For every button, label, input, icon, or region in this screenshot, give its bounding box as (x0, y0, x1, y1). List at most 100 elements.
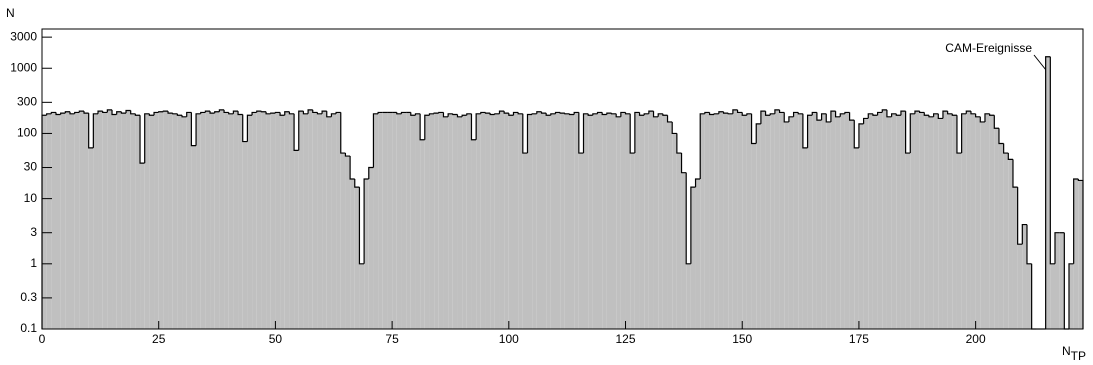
bar-edge (1063, 232, 1069, 330)
bar (980, 121, 985, 329)
bar (597, 112, 603, 329)
bar (406, 112, 411, 329)
bar-edge (494, 113, 500, 115)
bar (560, 113, 565, 329)
bar (233, 111, 239, 329)
bar-edge (340, 112, 346, 154)
bar (219, 109, 225, 330)
y-tick-label: 3000 (10, 29, 37, 43)
x-tick-label: 125 (616, 332, 636, 346)
bar-edge (662, 113, 668, 116)
bar (970, 113, 976, 329)
bar (312, 112, 318, 329)
bar-edge (522, 113, 528, 154)
bar (863, 118, 869, 329)
bar (910, 113, 915, 329)
bar (835, 116, 841, 329)
bar-edge (704, 111, 710, 114)
x-axis-label-sub: TP (1071, 349, 1086, 363)
bar (494, 113, 500, 329)
bar (284, 111, 290, 329)
bar (191, 145, 197, 329)
bar-edge (228, 112, 234, 115)
bar-edge (839, 113, 845, 117)
bar (886, 116, 892, 329)
bar-edge (699, 113, 705, 179)
bar-edge (316, 112, 323, 115)
annotation: CAM-Ereignisse (945, 41, 1032, 55)
bar (742, 115, 747, 329)
bar-edge (335, 111, 341, 114)
y-tick-label: 0.3 (20, 290, 37, 304)
bar-edge (596, 111, 603, 114)
bar-edge (638, 112, 645, 116)
bar (793, 112, 799, 329)
bar (830, 111, 836, 329)
bar-edge (372, 113, 379, 168)
bar-edge (162, 110, 169, 112)
bar (205, 111, 211, 329)
bar (214, 111, 220, 329)
bar (644, 113, 649, 329)
bar (583, 113, 589, 329)
bar-edge (60, 112, 66, 115)
bar (438, 112, 444, 329)
bar-edge (218, 109, 225, 112)
bar (294, 150, 299, 329)
bar-edge (354, 179, 360, 188)
bar-edge (503, 111, 509, 114)
bar (56, 114, 61, 330)
bar (994, 128, 999, 329)
bar (401, 112, 407, 329)
bar (168, 113, 173, 329)
bar (289, 113, 295, 329)
bar-edge (400, 111, 407, 114)
bar-edge (377, 111, 383, 114)
bar-edge (727, 113, 733, 115)
bar (858, 123, 864, 330)
bar (532, 113, 537, 329)
y-tick-label: 300 (17, 95, 37, 109)
bar (947, 113, 953, 329)
bar (956, 153, 962, 329)
bar-edge (568, 113, 575, 116)
bar-edge (676, 133, 682, 154)
bar-edge (195, 113, 201, 146)
bar-edge (223, 109, 229, 114)
bar-edge (685, 172, 691, 265)
bar (452, 114, 458, 330)
bar (270, 113, 276, 329)
x-tick-label: 200 (966, 332, 986, 346)
bar-edge (905, 111, 911, 154)
bar (536, 111, 542, 329)
bar (252, 112, 257, 329)
bar (186, 112, 192, 329)
bar (84, 113, 89, 329)
bar (518, 113, 523, 329)
bar (1012, 187, 1018, 329)
bar-edge (1003, 143, 1009, 154)
bar (639, 115, 645, 329)
bar-edge (975, 113, 981, 118)
bar (172, 113, 178, 329)
bar-edge (624, 112, 631, 115)
bar-edge (881, 109, 887, 113)
bar-edge (834, 111, 841, 118)
bar-edge (671, 121, 677, 135)
bar (424, 115, 430, 329)
bar-edge (321, 110, 327, 114)
bar (434, 113, 439, 329)
bar (275, 112, 281, 329)
bar (140, 163, 145, 329)
bar-edge (550, 113, 556, 116)
bar (51, 112, 57, 329)
bar (672, 133, 677, 329)
bar (340, 153, 346, 329)
y-tick-label: 1 (30, 256, 37, 270)
bar (1073, 179, 1079, 329)
bar (798, 113, 803, 329)
bar (746, 113, 752, 329)
bar (42, 115, 47, 329)
bar-edge (718, 111, 724, 114)
bar (345, 156, 351, 329)
